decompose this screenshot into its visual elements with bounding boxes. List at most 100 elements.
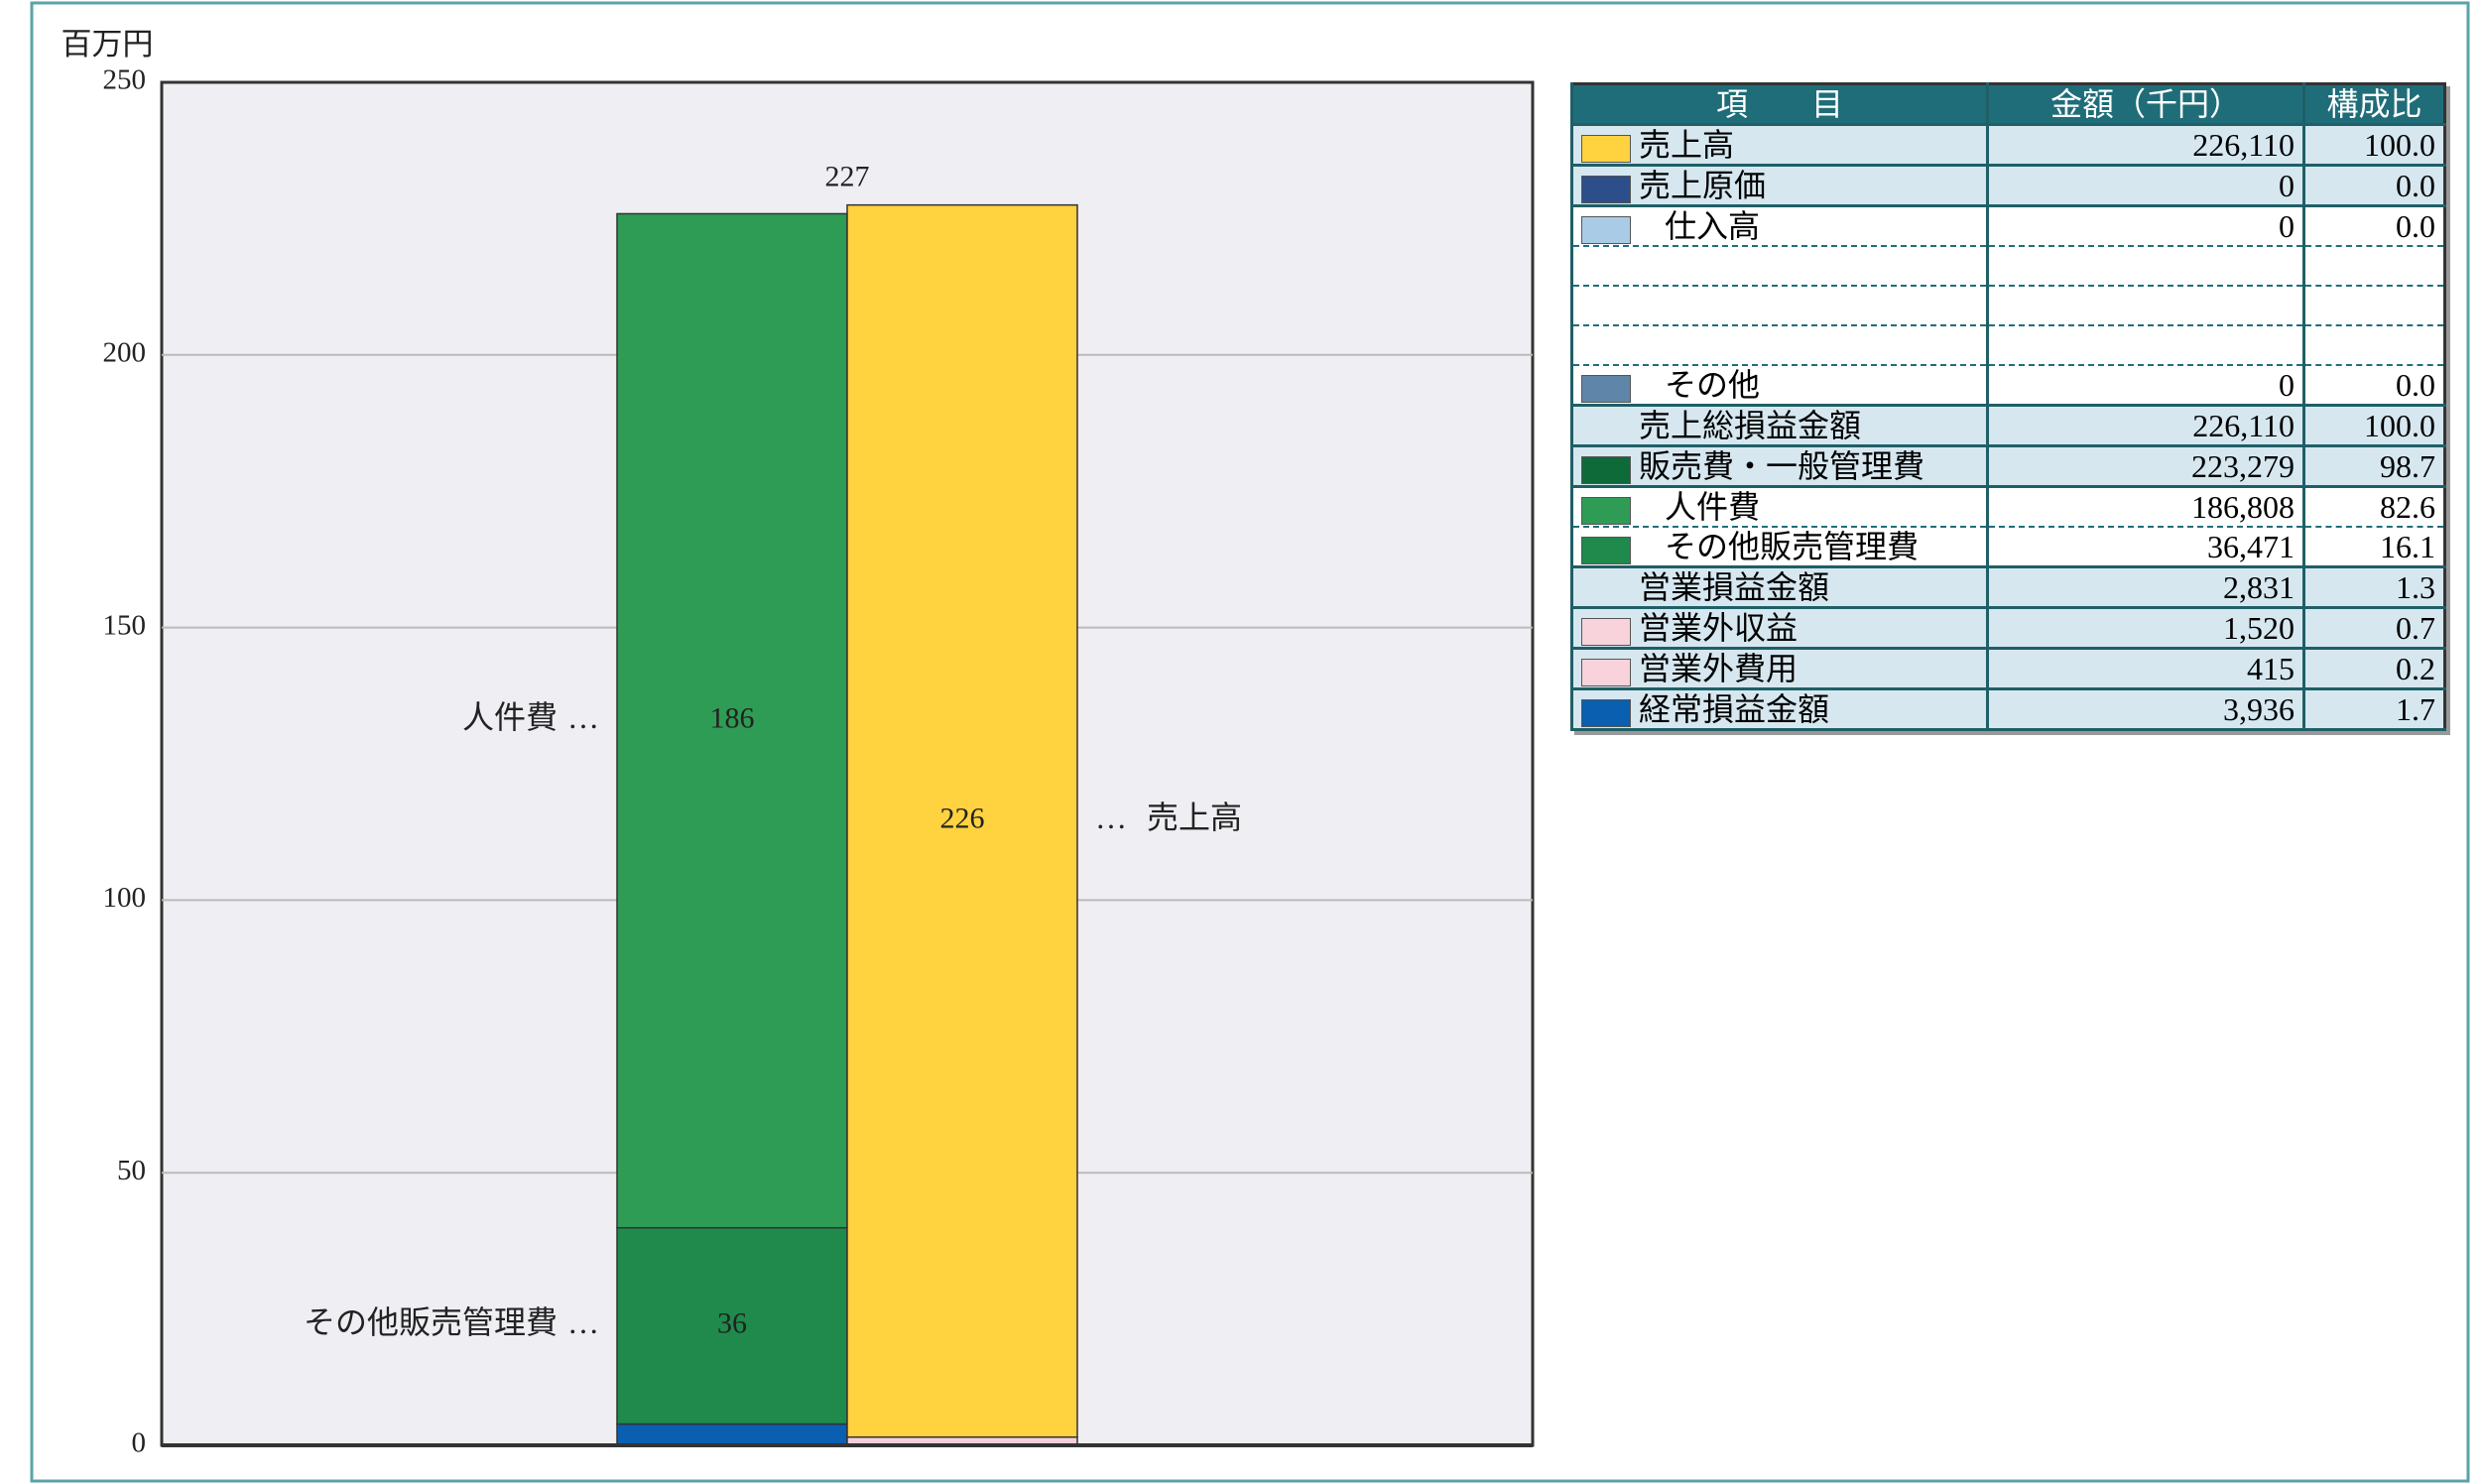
annotation-leader: … xyxy=(1095,800,1127,835)
table-row: 人件費 186,808 82.6 xyxy=(1570,486,2445,528)
data-label: 226 xyxy=(940,803,985,835)
swatch xyxy=(1581,455,1631,484)
swatch xyxy=(1581,617,1631,646)
blank-cell xyxy=(2302,286,2445,326)
table-header: 項 目 金額（千円） 構成比 xyxy=(1570,83,2445,126)
item-cell: 仕入高 xyxy=(1570,205,1988,247)
ratio-cell: 100.0 xyxy=(2302,405,2445,447)
bar-segment xyxy=(846,203,1078,1438)
swatch xyxy=(1581,658,1631,686)
y-tick-label: 0 xyxy=(132,1427,147,1459)
item-label: 営業損益金額 xyxy=(1639,569,1830,605)
ratio-cell: 0.0 xyxy=(2302,365,2445,407)
amount-cell: 0 xyxy=(1986,165,2304,207)
blank-cell xyxy=(1570,286,1988,326)
table-row: 売上高 226,110 100.0 xyxy=(1570,124,2445,167)
y-unit: 百万円 xyxy=(62,27,154,62)
table-row: 経常損益金額 3,936 1.7 xyxy=(1570,688,2445,731)
ratio-cell: 0.0 xyxy=(2302,165,2445,207)
amount-cell: 1,520 xyxy=(1986,607,2304,650)
ratio-cell: 1.7 xyxy=(2302,688,2445,731)
table-row: 営業外費用 415 0.2 xyxy=(1570,648,2445,690)
item-cell: 営業外収益 xyxy=(1570,607,1988,650)
item-cell: 売上総損益金額 xyxy=(1570,405,1988,447)
y-tick-label: 150 xyxy=(103,609,147,641)
blank-cell xyxy=(1570,246,1988,287)
bar-segment xyxy=(616,1226,848,1425)
item-label: 売上総損益金額 xyxy=(1639,408,1862,443)
table-row: 売上原価 0 0.0 xyxy=(1570,165,2445,207)
data-label: 186 xyxy=(710,701,755,734)
ratio-cell: 0.7 xyxy=(2302,607,2445,650)
ratio-cell: 98.7 xyxy=(2302,445,2445,488)
amount-cell: 226,110 xyxy=(1986,124,2304,167)
table-row: 売上総損益金額 226,110 100.0 xyxy=(1570,405,2445,447)
blank-cell xyxy=(1570,325,1988,366)
blank-row xyxy=(1570,246,2445,287)
table-row: 販売費・一般管理費 223,279 98.7 xyxy=(1570,445,2445,488)
blank-cell xyxy=(1986,286,2304,326)
annotation: 売上高 xyxy=(1147,800,1242,835)
y-tick-label: 50 xyxy=(117,1155,146,1186)
total-label: 227 xyxy=(825,161,870,193)
bar-segment xyxy=(616,212,848,1229)
amount-cell: 223,279 xyxy=(1986,445,2304,488)
amount-cell: 0 xyxy=(1986,205,2304,247)
swatch xyxy=(1581,134,1631,163)
y-tick-label: 100 xyxy=(103,882,147,914)
ratio-cell: 0.0 xyxy=(2302,205,2445,247)
ratio-cell: 82.6 xyxy=(2302,486,2445,528)
blank-row xyxy=(1570,325,2445,366)
annotation-leader: … xyxy=(567,699,599,735)
header-cell: 金額（千円） xyxy=(1986,83,2304,126)
item-cell: その他 xyxy=(1570,365,1988,407)
item-cell: 人件費 xyxy=(1570,486,1988,528)
data-label: 36 xyxy=(717,1307,747,1340)
header-cell: 項 目 xyxy=(1570,83,1988,126)
amount-cell: 36,471 xyxy=(1986,527,2304,568)
header-cell: 構成比 xyxy=(2302,83,2445,126)
amount-cell: 3,936 xyxy=(1986,688,2304,731)
y-tick-label: 250 xyxy=(103,64,147,96)
item-label: 売上高 xyxy=(1639,127,1735,163)
amount-cell: 186,808 xyxy=(1986,486,2304,528)
item-cell: 販売費・一般管理費 xyxy=(1570,445,1988,488)
swatch xyxy=(1581,496,1631,525)
swatch xyxy=(1581,536,1631,564)
amount-cell: 2,831 xyxy=(1986,566,2304,609)
item-label: 販売費・一般管理費 xyxy=(1639,448,1925,484)
table-row: 営業損益金額 2,831 1.3 xyxy=(1570,566,2445,609)
item-cell: その他販売管理費 xyxy=(1570,527,1988,568)
annotation: その他販売管理費 xyxy=(304,1304,558,1340)
table-row: 仕入高 0 0.0 xyxy=(1570,205,2445,247)
y-tick-label: 200 xyxy=(103,336,147,368)
item-cell: 営業外費用 xyxy=(1570,648,1988,690)
swatch xyxy=(1581,175,1631,203)
summary-table: 項 目 金額（千円） 構成比 売上高 226,110 100.0 売上原価 0 0.0 仕入… xyxy=(1570,82,2446,731)
item-label: 仕入高 xyxy=(1665,208,1761,244)
item-label: その他 xyxy=(1665,367,1761,403)
item-label: 経常損益金額 xyxy=(1639,691,1830,727)
item-cell: 営業損益金額 xyxy=(1570,566,1988,609)
annotation: 人件費 xyxy=(462,699,558,735)
ratio-cell: 0.2 xyxy=(2302,648,2445,690)
blank-cell xyxy=(1986,325,2304,366)
blank-cell xyxy=(2302,246,2445,287)
swatch xyxy=(1581,698,1631,727)
item-label: 営業外費用 xyxy=(1639,651,1799,686)
ratio-cell: 100.0 xyxy=(2302,124,2445,167)
annotation-leader: … xyxy=(567,1304,599,1340)
ratio-cell: 1.3 xyxy=(2302,566,2445,609)
bar-segment xyxy=(616,1422,848,1446)
swatch xyxy=(1581,215,1631,244)
amount-cell: 415 xyxy=(1986,648,2304,690)
item-cell: 売上原価 xyxy=(1570,165,1988,207)
swatch xyxy=(1581,374,1631,403)
item-label: 営業外収益 xyxy=(1639,610,1799,646)
table-row: その他販売管理費 36,471 16.1 xyxy=(1570,527,2445,568)
blank-cell xyxy=(1986,246,2304,287)
amount-cell: 226,110 xyxy=(1986,405,2304,447)
item-label: その他販売管理費 xyxy=(1665,529,1920,564)
item-cell: 売上高 xyxy=(1570,124,1988,167)
